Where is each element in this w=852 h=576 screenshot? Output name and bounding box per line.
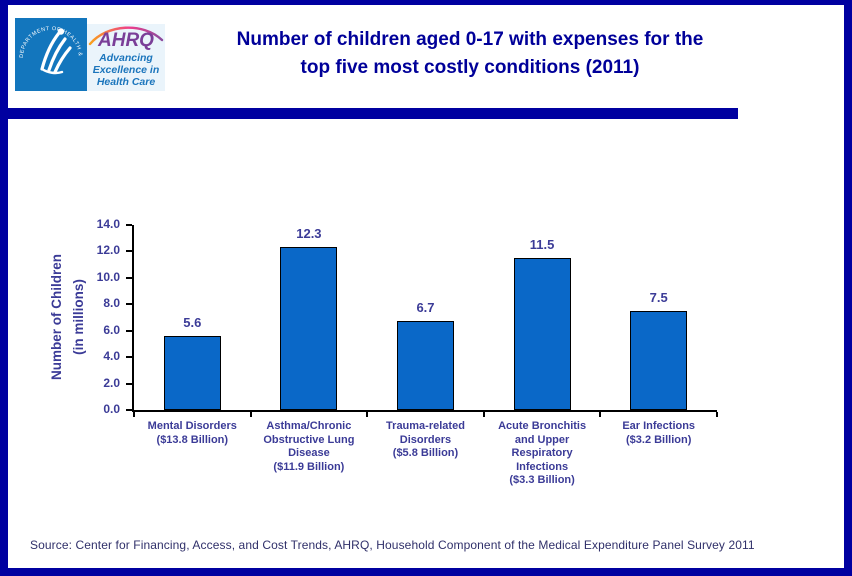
- plot-area: 0.0 2.0 4.0 6.0 8.0 10.0 12.0 14.0 5.6 12.3 6.7 11.…: [97, 217, 718, 417]
- y-axis-tick: [126, 382, 132, 385]
- bar-value-label: 12.3: [296, 226, 322, 242]
- category-label-line: ($3.3 Billion): [509, 474, 575, 486]
- bar: [163, 336, 221, 410]
- x-axis-tick: [599, 412, 602, 417]
- y-axis-tick: [126, 276, 132, 279]
- y-tick-label: 12.0: [96, 243, 120, 258]
- ahrq-tagline-line: Health Care: [96, 76, 156, 88]
- category-label-line: ($11.9 Billion): [273, 460, 345, 473]
- page-title-line-2: top five most costly conditions (2011): [300, 57, 640, 78]
- y-tick-label: 8.0: [103, 296, 120, 311]
- x-axis-tick: [716, 412, 718, 417]
- category-label-line: ($5.8 Billion): [392, 447, 459, 459]
- category-label: Ear Infections ($3.2 Billion): [600, 420, 717, 447]
- ahrq-logo: AHRQ Advancing Excellence in Health Care: [87, 24, 165, 91]
- category-label: Acute Bronchitis and Upper Respiratory Infe…: [484, 420, 601, 488]
- category-label-line: Respiratory: [511, 447, 573, 459]
- bar: [630, 310, 688, 410]
- y-tick-label: 14.0: [96, 217, 120, 231]
- y-axis-tick: [126, 303, 132, 306]
- category-label-line: Disorders: [399, 433, 452, 446]
- y-axis-title-line-1: Number of Children: [49, 253, 64, 381]
- category-label-line: ($13.8 Billion): [156, 433, 229, 446]
- category-label-line: Ear Infections: [622, 420, 696, 432]
- page-title-line-1: Number of children aged 0-17 with expens…: [236, 29, 704, 50]
- x-axis-tick: [366, 412, 369, 417]
- divider-bar: [0, 108, 738, 119]
- category-label-line: ($3.2 Billion): [625, 433, 692, 446]
- bar-value-label: 6.7: [416, 300, 435, 316]
- eagle-head-icon: [57, 28, 65, 35]
- category-label: Mental Disorders ($13.8 Billion): [134, 420, 251, 447]
- y-axis-tick: [126, 356, 132, 359]
- y-tick-label: 4.0: [103, 349, 120, 364]
- bar: [513, 258, 571, 410]
- y-tick-label: 2.0: [103, 375, 120, 390]
- category-label-line: Asthma/Chronic: [266, 420, 352, 432]
- ahrq-arc-icon: [88, 26, 164, 46]
- x-axis-labels: Mental Disorders ($13.8 Billion) Asthma/Ch…: [134, 420, 717, 515]
- bar-value-label: 7.5: [649, 289, 668, 305]
- category-label-line: Acute Bronchitis: [498, 420, 587, 432]
- y-tick-label: 0.0: [103, 402, 120, 416]
- source-note: Source: Center for Financing, Access, an…: [30, 538, 755, 552]
- ahrq-tagline: Advancing Excellence in Health Care: [87, 52, 165, 88]
- page-title: Number of children aged 0-17 with expens…: [180, 26, 760, 82]
- ahrq-wordmark: AHRQ: [98, 30, 154, 51]
- category-label-line: and Upper: [514, 433, 570, 446]
- bar: [280, 247, 338, 410]
- category-label-line: Disease: [288, 447, 330, 459]
- x-axis-tick: [133, 412, 135, 417]
- category-label: Trauma-related Disorders ($5.8 Billion): [367, 420, 484, 461]
- bar: [397, 321, 454, 410]
- eagle-icon: [40, 31, 72, 75]
- ahrq-tagline-line: Advancing: [99, 52, 153, 64]
- y-tick-label: 6.0: [103, 322, 120, 337]
- category-label-line: Mental Disorders: [147, 420, 237, 432]
- category-label-line: Trauma-related: [386, 420, 465, 432]
- y-axis-tick: [126, 224, 132, 226]
- x-axis-tick: [249, 412, 252, 417]
- y-tick-label: 10.0: [96, 269, 120, 284]
- category-label-line: Infections: [516, 460, 569, 473]
- ahrq-tagline-line: Excellence in: [92, 64, 160, 76]
- y-axis-tick: [126, 409, 132, 411]
- x-axis-tick: [482, 412, 485, 417]
- category-label-line: Obstructive Lung: [263, 433, 355, 446]
- bar-value-label: 11.5: [529, 237, 555, 253]
- y-axis-tick: [126, 250, 132, 253]
- category-label: Asthma/Chronic Obstructive Lung Disease ($1…: [251, 420, 368, 474]
- hhs-seal-icon: DEPARTMENT OF HEALTH & HUMAN SERVICES • …: [12, 14, 82, 75]
- hhs-logo: DEPARTMENT OF HEALTH & HUMAN SERVICES • …: [12, 14, 87, 91]
- bar-value-label: 5.6: [183, 315, 202, 330]
- y-axis-tick: [126, 329, 132, 332]
